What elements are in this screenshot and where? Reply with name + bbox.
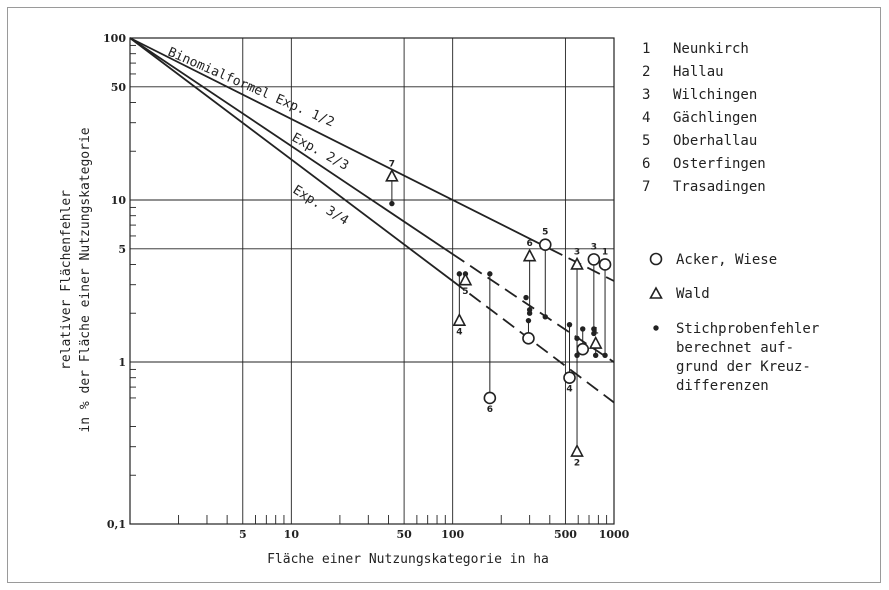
point-label: 4 — [456, 328, 462, 338]
point-label: 5 — [542, 228, 548, 238]
line-label-exp-2-3: Exp. 2/3 — [289, 130, 351, 173]
y-tick-label: 1 — [118, 356, 126, 369]
wald-marker — [522, 248, 537, 262]
legend-municipality-number: 3 — [642, 87, 650, 103]
legend-dot-label-1: Stichprobenfehler — [676, 321, 819, 337]
legend-dot-marker — [653, 325, 659, 331]
wald-marker — [588, 335, 603, 349]
wald-marker — [452, 312, 467, 326]
fit-line-solid-3 — [129, 37, 454, 282]
x-tick-label: 5 — [239, 528, 247, 541]
legend-dot-label-4: differenzen — [676, 378, 769, 394]
y-axis-label-line2: in % der Fläche einer Nutzungskategorie — [78, 127, 93, 432]
y-axis-label-line1: relativer Flächenfehler — [59, 190, 74, 370]
x-tick-label: 100 — [441, 528, 464, 541]
y-tick-label: 100 — [103, 32, 126, 45]
wald-marker — [570, 443, 584, 457]
legend-dot-label-3: grund der Kreuz- — [676, 359, 811, 375]
point-label: 7 — [389, 159, 395, 169]
sample-error-dot — [456, 271, 463, 277]
sample-error-dot — [580, 326, 586, 332]
x-tick-label: 500 — [554, 528, 577, 541]
fit-line-dashed-2 — [452, 253, 615, 363]
fit-lines — [129, 37, 615, 404]
fit-line-dashed-1 — [549, 247, 615, 282]
sample-error-dot — [591, 326, 597, 332]
legend-municipality-name: Oberhallau — [673, 133, 757, 149]
fit-line-dashed-3 — [452, 280, 615, 404]
fit-line-solid-1 — [129, 37, 551, 250]
sample-error-dot — [574, 335, 580, 342]
sample-error-dot — [526, 307, 533, 313]
point-label: 3 — [591, 242, 597, 252]
x-tick-label: 1000 — [599, 528, 630, 541]
sample-error-dot — [389, 200, 395, 207]
sample-error-dot — [602, 352, 608, 358]
legend-municipality-number: 1 — [642, 41, 650, 57]
sample-error-dot — [525, 317, 532, 324]
y-tick-label: 10 — [111, 194, 127, 207]
y-tick-label: 0,1 — [107, 518, 126, 531]
acker-wiese-marker — [576, 342, 590, 356]
x-axis-label: Fläche einer Nutzungskategorie in ha — [267, 552, 549, 567]
legend-municipality-number: 4 — [642, 110, 650, 126]
legend-municipality-name: Gächlingen — [673, 110, 757, 126]
legend-municipality-name: Osterfingen — [673, 156, 766, 172]
sample-error-dot — [566, 321, 573, 328]
y-tick-label: 5 — [118, 243, 126, 256]
line-label-exp-3-4: Exp. 3/4 — [290, 183, 351, 229]
legend-municipality-number: 2 — [642, 64, 650, 80]
legend: 1 Neunkirch 2 Hallau 3 Wilchingen 4 Gächlingen 5… — [642, 41, 819, 394]
acker-wiese-marker — [598, 258, 612, 271]
legend-dot-label-2: berechnet auf- — [676, 340, 794, 356]
wald-marker — [570, 256, 584, 270]
grid — [130, 38, 614, 524]
line-label-exp-1-2: Binomialformel Exp. 1/2 — [165, 45, 336, 131]
legend-circle-label: Acker, Wiese — [676, 252, 777, 268]
point-label: 3 — [574, 247, 580, 257]
legend-municipality-name: Neunkirch — [673, 41, 749, 57]
acker-wiese-marker — [563, 371, 576, 384]
tick-labels: 5 10 50 100 500 1000 100 50 10 5 1 0,1 — [103, 32, 630, 541]
legend-municipality-number: 6 — [642, 156, 650, 172]
figure-frame — [7, 7, 881, 583]
legend-circle-marker — [649, 252, 663, 266]
x-tick-label: 10 — [284, 528, 300, 541]
plot-area-border — [129, 37, 615, 525]
legend-municipality-name: Wilchingen — [673, 87, 757, 103]
acker-wiese-marker — [522, 332, 535, 345]
point-label: 2 — [574, 459, 580, 469]
sample-error-dot — [592, 352, 599, 358]
fit-line-solid-2 — [129, 37, 454, 255]
sample-error-dot — [487, 271, 493, 277]
acker-wiese-marker — [483, 391, 497, 405]
sample-error-dot — [523, 294, 529, 301]
legend-municipalities: 1 Neunkirch 2 Hallau 3 Wilchingen 4 Gächlingen 5… — [642, 41, 766, 195]
y-tick-label: 50 — [111, 81, 127, 94]
sample-error-dot — [542, 314, 548, 320]
wald-marker — [458, 272, 473, 286]
point-label: 6 — [487, 405, 493, 415]
error-bars — [391, 176, 606, 452]
sample-error-dot — [574, 352, 580, 358]
sample-error-dot — [591, 330, 597, 337]
legend-triangle-marker — [649, 286, 663, 299]
point-label: 1 — [593, 327, 599, 337]
point-label: 1 — [602, 247, 608, 257]
point-label: 5 — [462, 287, 468, 297]
acker-wiese-marker — [538, 238, 552, 251]
legend-municipality-name: Trasadingen — [673, 179, 766, 195]
acker-wiese-marker — [587, 253, 601, 266]
wald-marker — [385, 168, 399, 182]
legend-triangle-label: Wald — [676, 286, 710, 302]
legend-municipality-number: 7 — [642, 179, 650, 195]
legend-municipality-number: 5 — [642, 133, 650, 149]
point-label: 4 — [566, 385, 572, 395]
point-label: 6 — [527, 239, 533, 249]
legend-municipality-name: Hallau — [673, 64, 724, 80]
x-tick-label: 50 — [396, 528, 412, 541]
